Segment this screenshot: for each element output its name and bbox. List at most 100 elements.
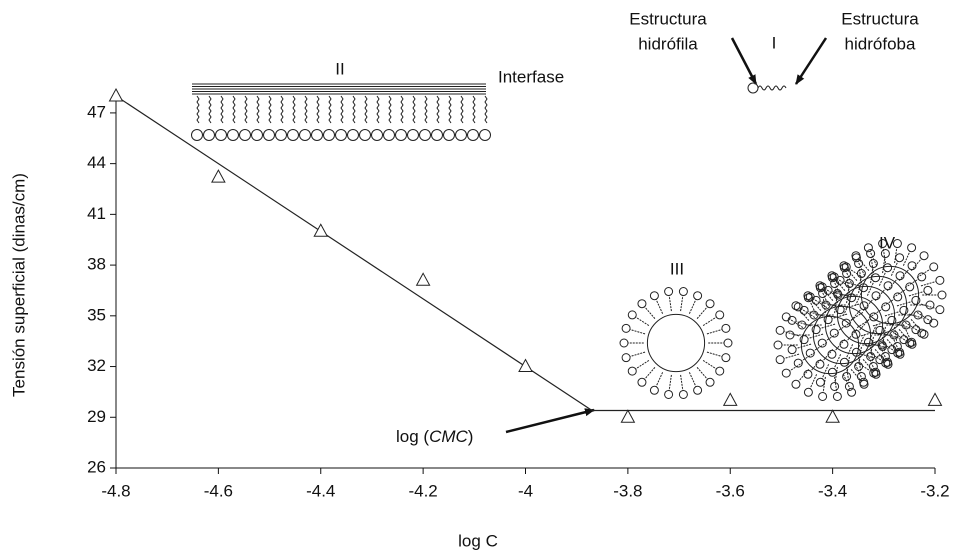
illustration-part xyxy=(858,277,862,294)
illustration-part xyxy=(799,305,809,315)
illustration-part xyxy=(220,95,224,124)
data-point xyxy=(415,272,431,286)
data-point xyxy=(211,169,226,183)
illustration-part xyxy=(819,323,836,329)
illustration-part xyxy=(919,329,929,339)
illustration-part xyxy=(781,368,791,378)
illustration-part xyxy=(809,301,818,316)
illustration-part xyxy=(851,329,861,339)
interface-label: Interfase xyxy=(498,67,564,86)
illustration-part xyxy=(809,310,819,320)
illustration-part xyxy=(846,356,850,373)
illustration-part xyxy=(455,129,467,141)
illustration-part xyxy=(896,323,913,329)
illustration-part xyxy=(793,302,803,312)
illustration-part xyxy=(868,308,883,318)
illustration-part xyxy=(619,338,629,348)
data-point xyxy=(620,409,636,423)
illustration-part xyxy=(668,374,672,391)
illustration-part xyxy=(898,268,910,281)
x-tick-label: -4.6 xyxy=(204,481,233,500)
illustration-part xyxy=(849,268,864,278)
x-tick-label: -4.4 xyxy=(306,481,335,500)
illustration-part xyxy=(359,129,371,141)
illustration-part xyxy=(935,275,945,285)
illustration-part xyxy=(920,303,937,309)
illustration-part xyxy=(383,129,395,141)
y-tick-label: 38 xyxy=(87,255,106,274)
illustration-part xyxy=(880,342,895,352)
illustration-part xyxy=(275,129,287,141)
illustration-part xyxy=(858,319,870,332)
illustration-part xyxy=(823,315,833,325)
illustration-part xyxy=(878,239,888,249)
illustration-part xyxy=(655,372,664,387)
illustration-part xyxy=(827,349,837,359)
illustration-part xyxy=(878,344,887,359)
illustration-part xyxy=(833,290,843,300)
annotation: Estructura xyxy=(629,9,707,28)
illustration-part xyxy=(347,129,359,141)
illustration-part xyxy=(799,335,809,345)
illustration-part xyxy=(316,95,320,124)
illustration-part xyxy=(869,251,878,266)
illustration-part xyxy=(910,319,922,332)
illustration-part xyxy=(880,351,890,361)
illustration-part xyxy=(757,85,787,91)
illustration-part xyxy=(443,129,455,141)
illustration-part xyxy=(680,374,684,391)
illustration-part xyxy=(870,336,874,353)
illustration-part xyxy=(892,239,902,249)
y-axis-label: Tensión superficial (dinas/cm) xyxy=(9,173,28,397)
illustration-part xyxy=(874,349,886,362)
illustration-part xyxy=(785,330,795,340)
illustration-part xyxy=(860,331,877,337)
illustration-part xyxy=(680,295,684,312)
illustration-part xyxy=(821,300,831,310)
illustration-part xyxy=(835,305,845,315)
illustration-part xyxy=(892,332,907,342)
illustration-part xyxy=(845,271,854,286)
illustration-part xyxy=(818,391,828,401)
illustration-part xyxy=(781,312,791,322)
cmc-label: log (CMC) xyxy=(396,427,473,446)
illustration-part xyxy=(783,353,800,359)
illustration-part xyxy=(196,95,200,124)
arrow xyxy=(505,408,595,434)
illustration-part xyxy=(875,325,885,335)
illustration-part xyxy=(821,291,830,306)
illustration-part xyxy=(688,299,697,314)
illustration-part xyxy=(871,273,881,283)
illustration-part xyxy=(937,290,947,300)
illustration-part xyxy=(908,291,925,297)
illustration-part xyxy=(775,325,785,335)
illustration-part xyxy=(851,347,861,357)
illustration xyxy=(191,82,947,401)
illustration-part xyxy=(813,298,828,308)
illustration-part xyxy=(890,334,899,349)
illustration-part xyxy=(268,95,272,124)
illustration-part xyxy=(335,129,347,141)
illustration-part xyxy=(911,295,921,305)
illustration-part xyxy=(841,318,851,328)
illustration-part xyxy=(371,129,383,141)
data-point xyxy=(518,358,533,373)
illustration-part xyxy=(882,326,886,343)
illustration-part xyxy=(635,316,650,326)
illustration-part xyxy=(815,377,825,387)
illustration-part xyxy=(854,361,864,371)
illustration-part xyxy=(858,346,862,363)
illustration-part xyxy=(460,95,464,124)
illustration-part xyxy=(621,323,631,333)
illustration-part xyxy=(920,281,937,287)
illustration-part xyxy=(637,299,647,309)
illustration-part xyxy=(916,312,931,322)
illustration-part xyxy=(805,348,815,358)
illustration-part xyxy=(839,339,849,349)
illustration-part xyxy=(908,313,925,319)
illustration-part xyxy=(702,360,717,370)
arrow xyxy=(730,37,758,85)
data-point xyxy=(722,392,738,406)
illustration-part xyxy=(872,321,889,327)
illustration-part xyxy=(299,129,311,141)
